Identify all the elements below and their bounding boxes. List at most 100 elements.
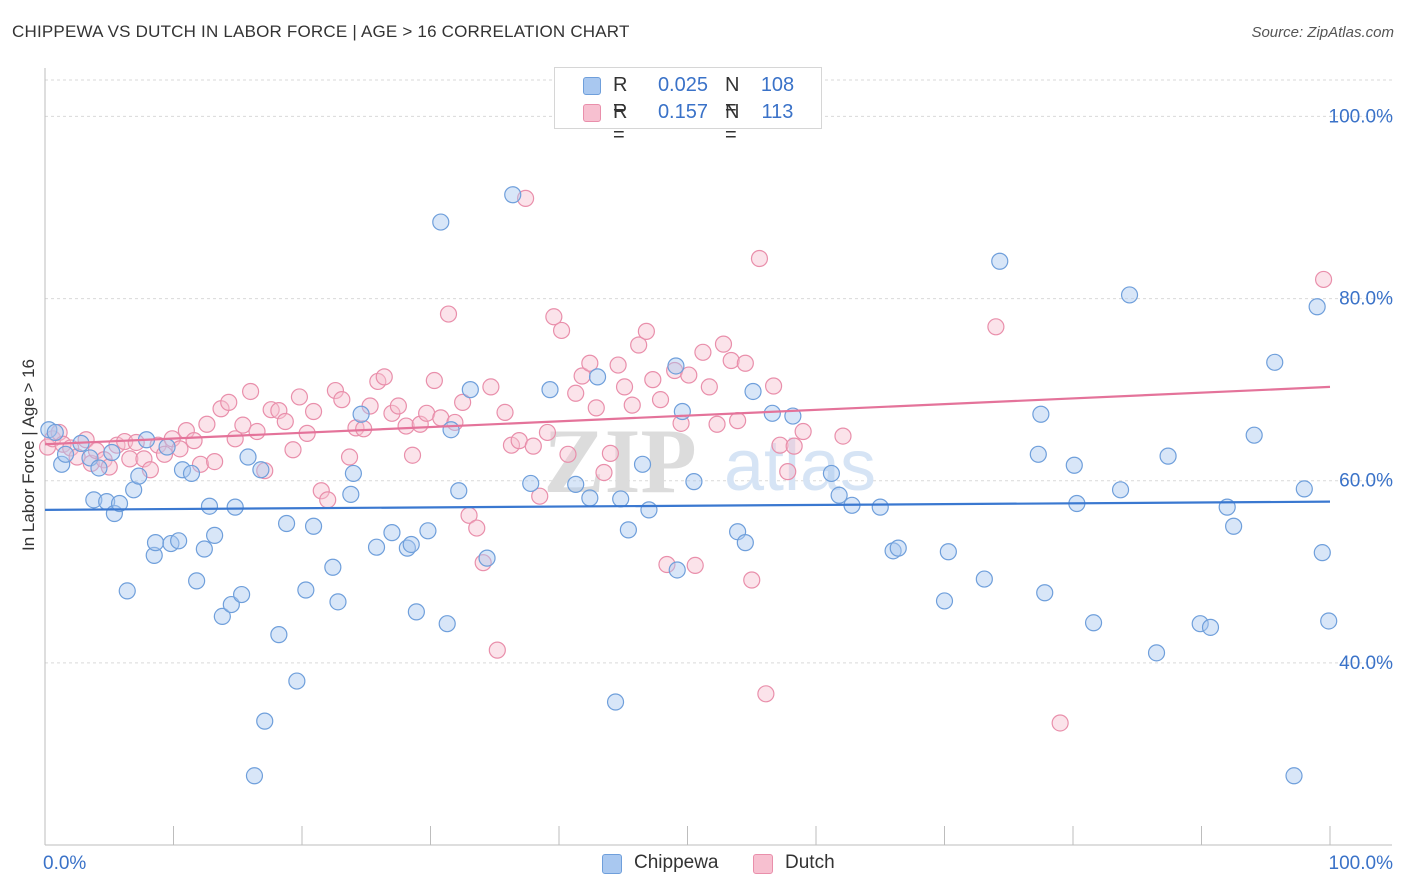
data-point-dutch: [206, 452, 224, 471]
data-point-chippewa: [419, 522, 437, 540]
data-point-chippewa: [619, 521, 637, 539]
data-point-dutch: [779, 463, 797, 481]
data-point-dutch: [658, 555, 676, 574]
data-point-chippewa: [1191, 615, 1209, 633]
data-point-dutch: [326, 381, 345, 400]
data-point-chippewa: [871, 498, 889, 516]
data-point-chippewa: [277, 514, 296, 533]
data-point-dutch: [615, 378, 634, 396]
data-point-chippewa: [1313, 544, 1331, 562]
data-point-dutch: [284, 441, 302, 459]
data-point-chippewa: [1308, 298, 1326, 316]
r-label: R =: [613, 101, 628, 146]
data-point-dutch: [276, 412, 294, 431]
data-point-chippewa: [1084, 614, 1103, 632]
data-point-chippewa: [288, 672, 306, 690]
data-point-chippewa: [195, 540, 213, 558]
data-point-chippewa: [324, 558, 342, 576]
data-point-dutch: [680, 366, 698, 384]
data-point-chippewa: [1029, 445, 1047, 463]
data-point-dutch: [1051, 714, 1069, 732]
data-point-chippewa: [522, 474, 540, 493]
data-point-chippewa: [158, 438, 176, 456]
data-point-chippewa: [939, 543, 957, 561]
data-point-chippewa: [504, 186, 522, 204]
data-point-chippewa: [226, 498, 244, 516]
data-point-chippewa: [442, 421, 460, 439]
data-point-dutch: [750, 249, 769, 268]
data-point-dutch: [304, 402, 323, 421]
data-point-chippewa: [432, 213, 450, 231]
data-point-dutch: [559, 445, 577, 463]
data-point-chippewa: [668, 561, 686, 579]
data-point-chippewa: [304, 517, 323, 535]
data-point-dutch: [623, 396, 641, 414]
data-point-dutch: [319, 491, 337, 509]
x-tick-label: 0.0%: [43, 853, 86, 874]
data-point-chippewa: [130, 467, 148, 485]
data-point-chippewa: [640, 501, 658, 519]
data-point-dutch: [595, 463, 613, 482]
data-point-dutch: [545, 308, 563, 326]
data-point-chippewa: [830, 486, 848, 504]
data-point-dutch: [567, 384, 585, 402]
legend-label-dutch: Dutch: [785, 852, 835, 873]
data-point-chippewa: [1266, 353, 1284, 371]
data-point-chippewa: [200, 497, 219, 515]
data-point-chippewa: [633, 455, 652, 473]
r-value: 0.157: [657, 101, 708, 123]
data-point-dutch: [794, 422, 812, 441]
data-point-dutch: [482, 378, 500, 396]
data-point-chippewa: [478, 549, 496, 567]
chippewa-swatch: [583, 77, 601, 95]
data-point-chippewa: [170, 532, 188, 550]
data-point-chippewa: [1285, 767, 1303, 785]
data-point-dutch: [581, 354, 599, 372]
y-tick-label: 60.0%: [1339, 471, 1393, 492]
data-point-dutch: [708, 415, 726, 433]
data-point-chippewa: [1111, 481, 1130, 499]
data-point-dutch: [439, 305, 458, 323]
y-tick-label: 100.0%: [1329, 106, 1394, 127]
data-point-dutch: [248, 422, 266, 441]
data-point-chippewa: [103, 443, 121, 462]
n-label: N =: [725, 74, 740, 119]
data-point-dutch: [397, 417, 415, 435]
data-point-dutch: [609, 356, 627, 374]
grid-lines: [45, 79, 1392, 664]
data-point-dutch: [587, 399, 605, 417]
data-point-dutch: [333, 391, 351, 409]
data-point-chippewa: [588, 368, 607, 386]
data-point-chippewa: [342, 485, 360, 503]
trend-line-dutch: [44, 385, 1331, 446]
r-value: 0.025: [657, 74, 708, 96]
data-point-chippewa: [1320, 612, 1338, 630]
data-point-dutch: [531, 487, 549, 505]
data-point-chippewa: [245, 767, 264, 785]
data-point-chippewa: [56, 445, 75, 463]
data-point-chippewa: [612, 490, 630, 508]
data-point-dutch: [340, 448, 359, 466]
data-point-dutch: [496, 403, 514, 422]
data-point-dutch: [538, 423, 557, 442]
data-point-chippewa: [1036, 584, 1054, 602]
data-point-dutch: [198, 415, 216, 433]
data-point-chippewa: [685, 473, 703, 491]
data-point-chippewa: [450, 482, 468, 500]
data-point-dutch: [736, 354, 754, 372]
data-point-chippewa: [1032, 405, 1050, 423]
data-point-chippewa: [1147, 644, 1166, 662]
data-point-dutch: [987, 318, 1005, 336]
data-point-chippewa: [256, 712, 274, 730]
data-point-chippewa: [1245, 426, 1263, 444]
data-point-chippewa: [173, 461, 192, 479]
data-point-chippewa: [744, 382, 762, 401]
data-point-chippewa: [763, 404, 781, 422]
data-point-dutch: [135, 450, 153, 468]
trend-line-chippewa: [44, 500, 1331, 511]
data-point-dutch: [516, 189, 535, 207]
data-point-chippewa: [438, 615, 456, 633]
data-point-chippewa: [188, 572, 206, 590]
data-point-chippewa: [1120, 286, 1139, 304]
